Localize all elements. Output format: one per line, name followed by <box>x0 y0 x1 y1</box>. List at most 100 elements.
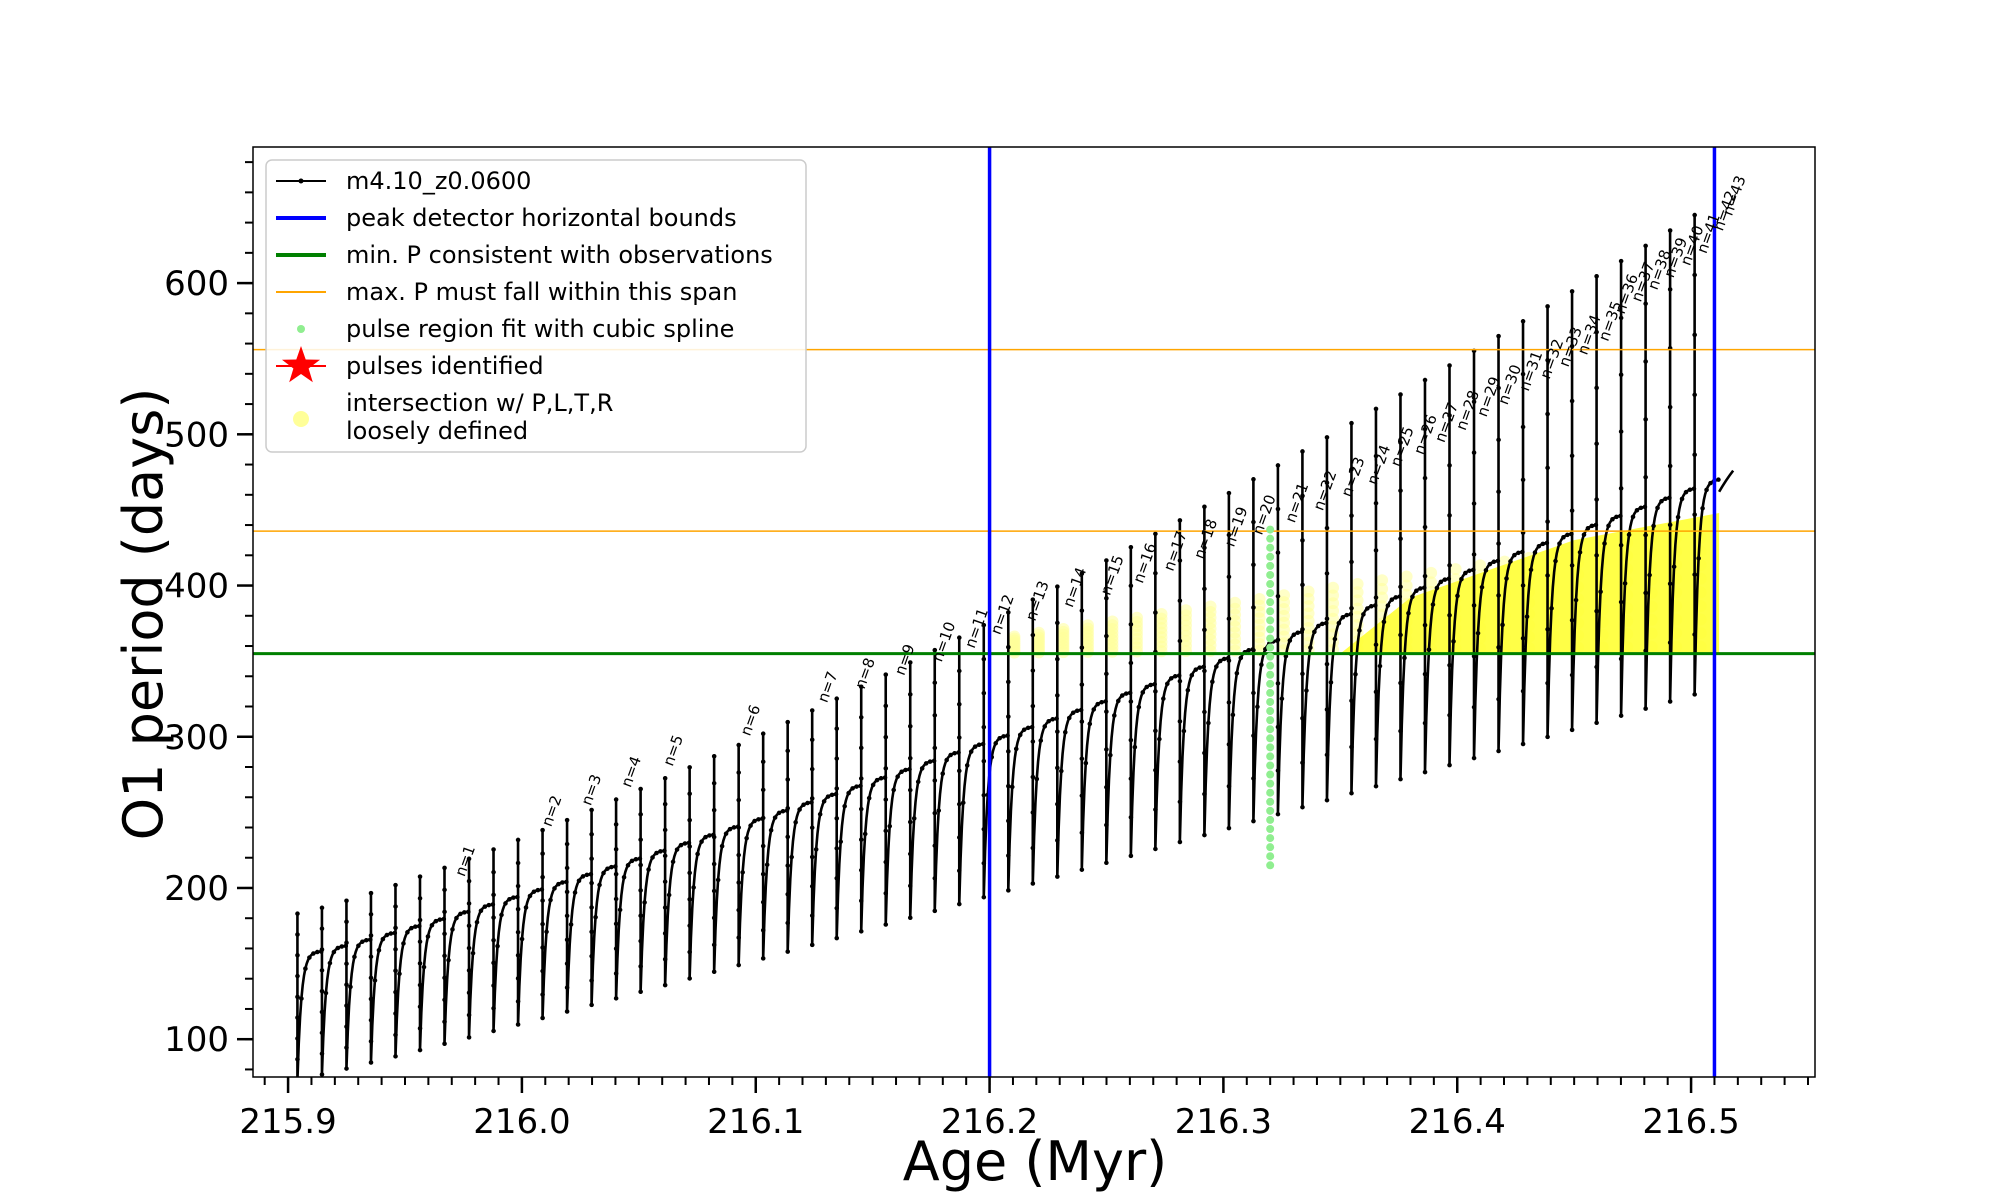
y-tick-label: 500 <box>164 415 229 455</box>
intersection-dot <box>1425 566 1438 579</box>
pulse-cycle-layer <box>295 212 1735 1077</box>
spline-point <box>1266 788 1275 797</box>
series-m4-10-points <box>295 212 1721 1077</box>
spline-point <box>1266 707 1275 716</box>
pulse-label: n=14 <box>1059 565 1090 610</box>
intersection-dot <box>1253 593 1266 606</box>
intersection-dot <box>1400 570 1413 583</box>
spline-point <box>1266 543 1275 552</box>
spline-point <box>1266 607 1275 616</box>
pulse-label: n=4 <box>617 754 645 790</box>
spline-point <box>1266 861 1275 870</box>
intersection-dot <box>1449 563 1462 576</box>
spline-point <box>1266 525 1275 534</box>
x-axis-title: Age (Myr) <box>903 1130 1168 1193</box>
pulse-label: n=8 <box>851 655 879 691</box>
intersection-dot <box>1376 582 1389 595</box>
pulse-label: n=13 <box>1022 578 1053 623</box>
spline-point <box>1266 652 1275 661</box>
pulse-label: n=21 <box>1281 480 1312 525</box>
spline-point <box>1266 734 1275 743</box>
intersection-dot <box>1278 589 1291 602</box>
spline-point <box>1266 580 1275 589</box>
spline-point <box>1266 743 1275 752</box>
intersection-dot <box>1057 622 1070 635</box>
intersection-dot <box>1327 581 1340 594</box>
spline-point <box>1266 643 1275 652</box>
x-tick-label: 216.4 <box>1409 1102 1506 1142</box>
legend-label: max. P must fall within this span <box>346 278 737 306</box>
spline-point <box>1266 570 1275 579</box>
legend-label: pulse region fit with cubic spline <box>346 315 734 343</box>
x-tick-label: 216.5 <box>1642 1102 1739 1142</box>
legend-entry: pulse region fit with cubic spline <box>297 315 734 343</box>
spline-point <box>1266 552 1275 561</box>
spline-point <box>1266 752 1275 761</box>
pulse-label: n=18 <box>1190 516 1221 561</box>
pulse-label: n=6 <box>737 702 765 738</box>
spline-point <box>1266 634 1275 643</box>
spline-point <box>1266 616 1275 625</box>
intersection-dot <box>1032 626 1045 639</box>
y-tick-label: 200 <box>164 869 229 909</box>
legend-swatch <box>293 411 309 427</box>
y-tick-label: 400 <box>164 567 229 607</box>
legend-swatch <box>297 325 305 333</box>
spline-point <box>1266 761 1275 770</box>
legend-label: min. P consistent with observations <box>346 241 773 269</box>
spline-point <box>1266 561 1275 570</box>
intersection-dot <box>1008 630 1021 643</box>
x-tick-label: 216.1 <box>707 1102 804 1142</box>
legend-label: m4.10_z0.0600 <box>346 167 531 195</box>
spline-point <box>1266 834 1275 843</box>
legend-entry: max. P must fall within this span <box>276 278 737 306</box>
spline-point <box>1266 661 1275 670</box>
intersection-dot <box>1400 588 1413 601</box>
pulse-label: n=17 <box>1160 529 1191 574</box>
intersection-dot <box>1081 619 1094 632</box>
pulse-label: n=2 <box>538 793 566 829</box>
legend-entry: m4.10_z0.0600 <box>276 167 531 195</box>
y-axis: 100 200 300 400 500 600 <box>164 161 253 1071</box>
spline-point <box>1266 825 1275 833</box>
y-tick-label: 600 <box>164 264 229 304</box>
intersection-dot <box>1376 591 1389 604</box>
pulse-label: n=19 <box>1221 504 1252 549</box>
spline-point <box>1266 534 1275 543</box>
spline-point <box>1266 852 1275 861</box>
pulse-label: n=3 <box>578 772 606 808</box>
pulse-label: n=5 <box>659 732 687 768</box>
pulse-label: n=9 <box>891 642 919 678</box>
spline-point <box>1266 770 1275 779</box>
plot-frame <box>252 146 1816 1078</box>
intersection-dot <box>1474 559 1487 572</box>
spline-point <box>1266 598 1275 607</box>
legend-swatch-star <box>282 346 320 383</box>
spline-point <box>1266 589 1275 598</box>
pulse-label: n=22 <box>1309 468 1340 513</box>
x-tick-label: 216.3 <box>1175 1102 1272 1142</box>
intersection-dot <box>1376 600 1389 613</box>
legend-label: loosely defined <box>346 417 528 445</box>
spline-point <box>1266 716 1275 725</box>
intersection-dot <box>1351 578 1364 591</box>
intersection-dot <box>1400 579 1413 592</box>
x-tick-label: 216.2 <box>941 1102 1038 1142</box>
x-tick-label: 215.9 <box>239 1102 336 1142</box>
spline-point <box>1266 806 1275 815</box>
intersection-dot <box>1425 576 1438 589</box>
x-axis: 215.9 216.0 216.1 216.2 216.3 216.4 216.5 <box>239 1077 1809 1142</box>
spline-point <box>1266 797 1275 806</box>
pulse-label: n=12 <box>987 592 1018 637</box>
intersection-dot <box>1204 600 1217 613</box>
spline-point <box>1266 688 1275 697</box>
legend-entry: min. P consistent with observations <box>276 241 773 269</box>
legend-label: pulses identified <box>346 352 544 380</box>
legend-swatch-dot <box>298 178 304 184</box>
spline-point <box>1266 625 1275 634</box>
intersection-dot <box>1155 607 1168 620</box>
legend-label: intersection w/ P,L,T,R <box>346 389 613 417</box>
